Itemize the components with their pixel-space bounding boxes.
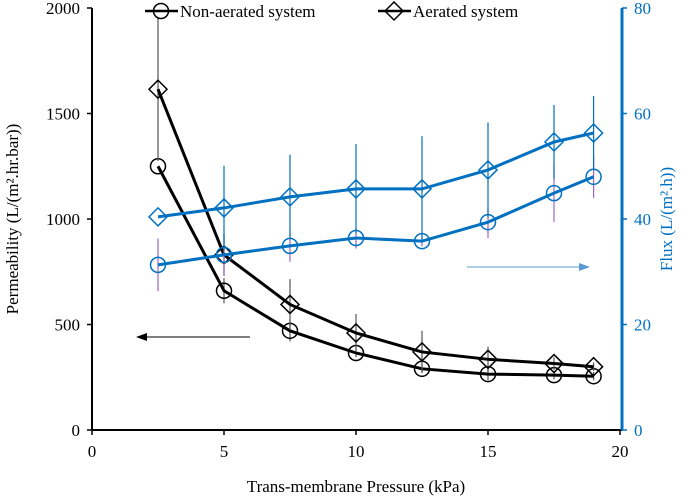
y-tick-label: 0 <box>72 421 81 440</box>
y-axis-label: Permeability (L/(m².hr.bar)) <box>3 124 22 315</box>
y2-tick-label: 40 <box>634 210 651 229</box>
data-point <box>215 282 233 299</box>
data-point <box>411 341 433 362</box>
data-point <box>477 159 499 181</box>
data-point <box>147 79 169 100</box>
y-tick-label: 2000 <box>46 0 80 18</box>
data-point <box>147 206 169 227</box>
y2-tick-label: 20 <box>634 316 651 335</box>
x-tick-label: 10 <box>348 442 365 461</box>
series-line-3 <box>157 131 594 219</box>
x-tick-label: 0 <box>88 442 97 461</box>
right-arrow-head <box>579 263 590 271</box>
y-tick-label: 1000 <box>46 210 80 229</box>
data-point <box>583 122 604 144</box>
x-tick-label: 20 <box>612 442 629 461</box>
y2-axis-label: Flux (L/(m².h)) <box>657 167 676 271</box>
series-line-1 <box>156 88 594 369</box>
data-point <box>477 349 499 370</box>
data-point <box>543 353 565 374</box>
x-tick-label: 15 <box>480 442 497 461</box>
x-axis-label: Trans-membrane Pressure (kPa) <box>247 477 465 496</box>
data-point <box>149 256 167 274</box>
legend-label: Non-aerated system <box>180 2 315 21</box>
data-point <box>545 184 563 202</box>
x-tick-label: 5 <box>220 442 229 461</box>
legend-marker-circle <box>152 2 170 20</box>
series-line-0 <box>156 165 594 378</box>
y-tick-label: 1500 <box>46 105 80 124</box>
data-point <box>345 322 367 344</box>
data-point <box>279 294 301 315</box>
data-point <box>279 186 301 207</box>
y2-tick-label: 60 <box>634 105 651 124</box>
y2-tick-label: 0 <box>634 421 643 440</box>
data-point <box>543 131 565 153</box>
data-point <box>411 178 433 199</box>
legend-label: Aerated system <box>413 2 518 21</box>
series-line-2 <box>157 175 595 267</box>
data-point <box>345 178 367 199</box>
data-point <box>213 197 235 218</box>
data-point <box>583 356 604 377</box>
y2-tick-label: 80 <box>634 0 651 18</box>
legend-marker-diamond <box>383 0 405 22</box>
y-tick-label: 500 <box>55 316 81 335</box>
left-arrow-head <box>136 333 147 341</box>
